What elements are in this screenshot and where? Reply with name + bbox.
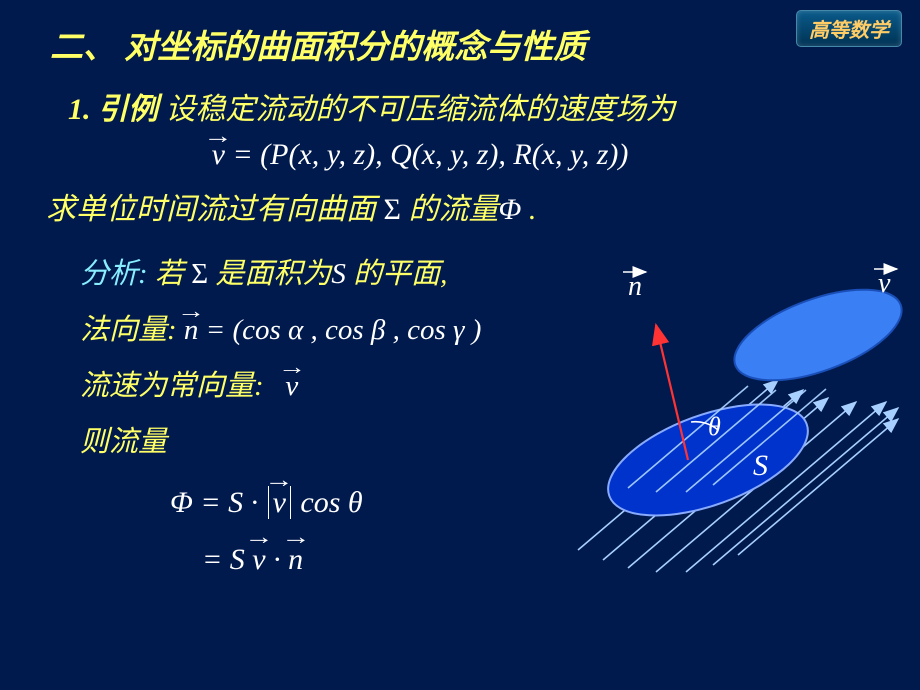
normal-label: 法向量: [80,314,177,346]
intro-line: 1. 引例 设稳定流动的不可压缩流体的速度场为 [68,84,880,128]
a1b: 是面积为 [208,258,331,290]
sigma-symbol: Σ [384,193,401,226]
vec-n: n [184,314,199,347]
phi-symbol: Φ [498,193,521,226]
vec-v-2: v [285,370,298,403]
analysis-line-1: 分析: 若 Σ 是面积为S 的平面, [80,250,620,292]
label-v: v [878,268,891,299]
phi-2: Φ [170,486,193,519]
label-theta: θ [708,412,721,441]
vec-v: v [212,138,225,172]
label-n: n [628,271,642,302]
velocity-formula: v = (P(x, y, z), Q(x, y, z), R(x, y, z)) [0,138,880,172]
speed-label: 流速为常向量: [80,370,264,402]
sigma-2: Σ [191,258,208,290]
eq1b: cos θ [300,486,362,519]
speed-line: 流速为常向量: v [80,362,620,404]
velocity-rhs: = (P(x, y, z), Q(x, y, z), R(x, y, z)) [232,138,628,171]
flux-diagram: n v θ S [558,260,908,580]
flux-b: 的流量 [401,193,499,226]
then-line: 则流量 [80,418,620,460]
flux-line: 求单位时间流过有向曲面 Σ 的流量Φ . [46,184,880,228]
flux-a: 求单位时间流过有向曲面 [46,193,384,226]
a1d: 的平面, [346,258,448,290]
vec-v-4: v [252,531,265,588]
label-S: S [753,449,768,482]
vec-n-2: n [288,531,303,588]
normal-formula: n = (cos α , cos β , cos γ ) [184,314,481,346]
section-heading: 二、 对坐标的曲面积分的概念与性质 [50,20,880,68]
analysis-label: 分析: [80,258,148,290]
intro-num: 1. 引例 [68,93,158,126]
analysis-block: 分析: 若 Σ 是面积为S 的平面, 法向量: n = (cos α , cos… [80,250,620,588]
eq1a: = S · [193,486,266,519]
normal-rhs: = (cos α , cos β , cos γ ) [198,314,481,346]
eq-1: Φ = S · v cos θ [170,474,620,531]
abs-v: v [268,486,291,519]
flux-formula: Φ = S · v cos θ = S v · n [170,474,620,588]
a1c: S [331,258,346,290]
a1a: 若 [148,258,192,290]
normal-line: 法向量: n = (cos α , cos β , cos γ ) [80,306,620,348]
flux-c: . [521,193,536,226]
intro-text: 设稳定流动的不可压缩流体的速度场为 [158,93,676,126]
